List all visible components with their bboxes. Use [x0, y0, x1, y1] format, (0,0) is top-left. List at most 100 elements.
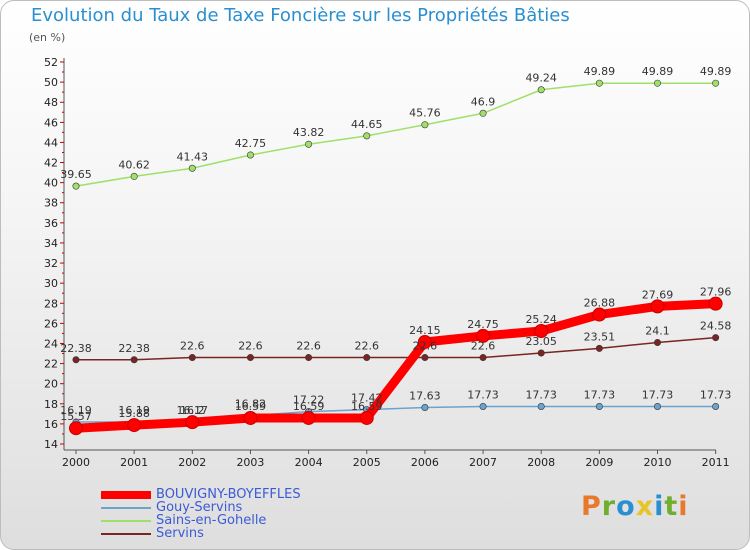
y-tick-label: 34 — [44, 237, 58, 250]
data-label: 26.88 — [584, 297, 616, 310]
y-tick-label: 18 — [44, 398, 58, 411]
data-label: 22.6 — [180, 340, 205, 353]
y-tick-label: 30 — [44, 277, 58, 290]
x-tick-label: 2009 — [585, 456, 613, 469]
data-label: 22.6 — [471, 340, 496, 353]
data-point — [708, 296, 723, 311]
x-tick-label: 2002 — [178, 456, 206, 469]
data-point — [476, 328, 491, 343]
legend-swatch — [101, 520, 151, 522]
x-tick-label: 2006 — [411, 456, 439, 469]
y-tick-label: 20 — [44, 378, 58, 391]
data-point — [421, 121, 429, 129]
x-tick-label: 2007 — [469, 456, 497, 469]
data-point — [305, 354, 313, 362]
data-point — [537, 349, 545, 357]
data-point — [188, 164, 196, 172]
data-label: 40.62 — [118, 158, 150, 171]
data-label: 22.38 — [60, 342, 92, 355]
legend: BOUVIGNY-BOYEFFLES Gouy-Servins Sains-en-G… — [101, 488, 301, 540]
logo-letter: t — [664, 491, 679, 522]
y-tick-label: 36 — [44, 217, 58, 230]
data-point — [417, 334, 432, 349]
y-tick-label: 22 — [44, 358, 58, 371]
data-point — [301, 410, 316, 425]
data-label: 16.19 — [118, 404, 150, 417]
legend-item: Servins — [101, 527, 301, 540]
logo-letter: P — [581, 491, 602, 522]
series-line-2 — [75, 82, 717, 187]
data-label: 45.76 — [409, 107, 441, 120]
data-label: 39.65 — [60, 168, 92, 181]
y-tick-label: 46 — [44, 116, 58, 129]
data-point — [534, 324, 549, 339]
y-tick-label: 48 — [44, 96, 58, 109]
legend-label: BOUVIGNY-BOYEFFLES — [156, 487, 301, 502]
data-label: 17.73 — [525, 389, 557, 402]
data-point — [595, 344, 603, 352]
data-point — [537, 86, 545, 94]
data-label: 24.75 — [467, 318, 499, 331]
data-label: 17.73 — [584, 389, 616, 402]
data-point — [479, 109, 487, 117]
data-point — [653, 79, 661, 87]
x-tick-label: 2008 — [527, 456, 555, 469]
data-point — [72, 182, 80, 190]
y-tick-label: 14 — [44, 438, 58, 451]
data-point — [712, 334, 720, 342]
data-point — [653, 338, 661, 346]
data-label: 17.73 — [642, 389, 674, 402]
data-label: 22.6 — [355, 340, 380, 353]
y-tick-label: 44 — [44, 136, 58, 149]
logo-letter: o — [616, 491, 636, 522]
data-point — [305, 140, 313, 148]
data-label: 43.82 — [293, 126, 325, 139]
data-label: 27.96 — [700, 286, 732, 299]
legend-item: Gouy-Servins — [101, 501, 301, 514]
data-point — [359, 410, 374, 425]
data-point — [363, 354, 371, 362]
data-point — [130, 356, 138, 364]
data-point — [479, 354, 487, 362]
data-label: 17.73 — [467, 389, 499, 402]
legend-swatch — [101, 491, 151, 499]
data-label: 17.63 — [409, 390, 441, 403]
data-point — [479, 403, 487, 411]
data-label: 24.1 — [645, 324, 670, 337]
series-line-0 — [71, 299, 721, 433]
y-tick-label: 38 — [44, 197, 58, 210]
data-point — [246, 151, 254, 159]
data-label: 15.57 — [60, 410, 92, 423]
legend-swatch — [101, 533, 151, 535]
data-label: 16.59 — [293, 400, 325, 413]
data-label: 49.89 — [700, 65, 732, 78]
proxiti-logo: Proxiti — [581, 491, 689, 522]
data-label: 41.43 — [177, 150, 209, 163]
data-label: 17.73 — [700, 389, 732, 402]
data-label: 22.6 — [296, 340, 321, 353]
data-point — [712, 79, 720, 87]
data-point — [595, 403, 603, 411]
data-point — [246, 354, 254, 362]
data-point — [127, 418, 142, 433]
y-tick-label: 16 — [44, 418, 58, 431]
data-label: 27.69 — [642, 288, 674, 301]
series-line-3 — [75, 336, 717, 361]
logo-letter: r — [601, 491, 617, 522]
data-point — [712, 403, 720, 411]
data-label: 44.65 — [351, 118, 383, 131]
data-label: 49.24 — [525, 72, 557, 85]
data-label: 17.22 — [293, 394, 325, 407]
data-label: 16.59 — [235, 400, 267, 413]
data-label: 15.88 — [118, 407, 150, 420]
logo-letter: i — [678, 491, 689, 522]
x-tick-label: 2005 — [353, 456, 381, 469]
data-point — [69, 421, 83, 436]
y-tick-label: 50 — [44, 76, 58, 89]
y-tick-label: 42 — [44, 157, 58, 170]
data-label: 23.51 — [584, 330, 616, 343]
data-label: 46.9 — [471, 95, 496, 108]
legend-label: Sains-en-Gohelle — [156, 513, 267, 528]
x-tick-label: 2004 — [295, 456, 323, 469]
